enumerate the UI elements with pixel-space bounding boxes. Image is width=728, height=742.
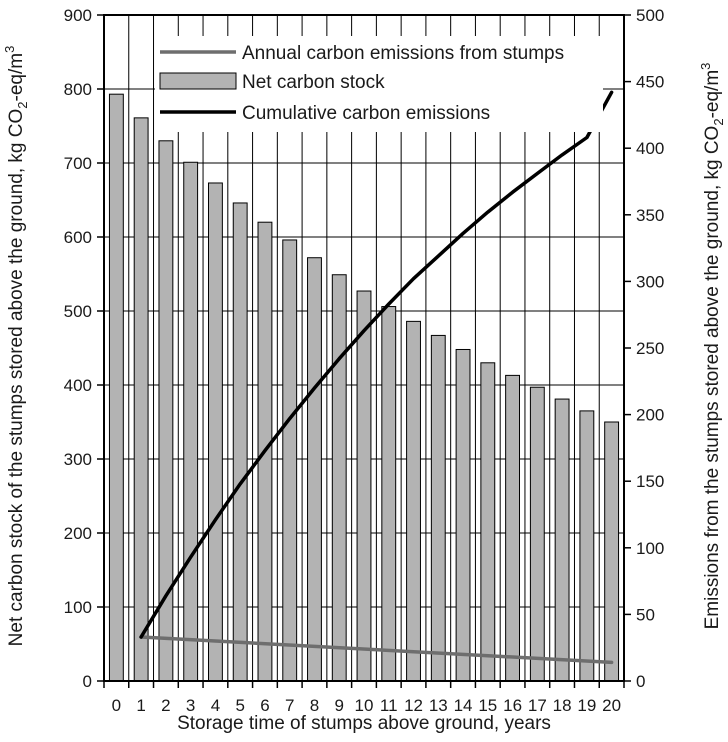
x-tick-label-18: 18 xyxy=(553,696,572,715)
bar-18 xyxy=(554,398,570,682)
x-tick-label-2: 2 xyxy=(161,696,170,715)
x-tick-label-8: 8 xyxy=(310,696,319,715)
legend-swatch-net xyxy=(159,72,237,90)
x-tick-label-11: 11 xyxy=(380,696,398,715)
x-tick-label-9: 9 xyxy=(335,696,344,715)
x-tick-label-3: 3 xyxy=(186,696,195,715)
bar-20 xyxy=(604,421,620,682)
bar-1 xyxy=(133,117,149,682)
lines xyxy=(139,90,614,665)
legend: Annual carbon emissions from stumps Net … xyxy=(155,36,603,132)
right-tick-label-0: 0 xyxy=(636,672,645,691)
bar-17 xyxy=(529,386,545,682)
left-tick-label-800: 800 xyxy=(64,80,92,99)
x-tick-label-7: 7 xyxy=(285,696,294,715)
x-tick-label-12: 12 xyxy=(404,696,423,715)
left-axis: 0 100 200 300 400 500 600 700 800 900 xyxy=(64,6,104,691)
x-tick-label-1: 1 xyxy=(136,696,145,715)
bar-7 xyxy=(282,239,298,682)
right-tick-label-300: 300 xyxy=(636,272,664,291)
bar-19 xyxy=(579,410,595,682)
right-tick-label-250: 250 xyxy=(636,339,664,358)
bar-3 xyxy=(183,161,199,682)
bar-2 xyxy=(158,140,174,682)
bar-16 xyxy=(505,374,521,682)
x-tick-label-0: 0 xyxy=(112,696,121,715)
x-tick-label-15: 15 xyxy=(478,696,497,715)
x-tick-label-20: 20 xyxy=(602,696,621,715)
right-axis-title: Emissions from the stumps stored above t… xyxy=(698,63,726,630)
x-tick-label-14: 14 xyxy=(454,696,473,715)
bar-8 xyxy=(307,257,322,682)
bar-9 xyxy=(331,274,347,682)
bar-12 xyxy=(406,320,421,682)
left-tick-label-100: 100 xyxy=(64,598,92,617)
x-tick-label-5: 5 xyxy=(235,696,244,715)
left-tick-label-600: 600 xyxy=(64,228,92,247)
left-tick-label-400: 400 xyxy=(64,376,92,395)
x-tick-label-6: 6 xyxy=(260,696,269,715)
bar-11 xyxy=(381,306,397,682)
bar-15 xyxy=(480,362,496,682)
bars xyxy=(108,93,620,682)
series-line-annual-emissions xyxy=(139,635,614,665)
bar-13 xyxy=(430,334,446,682)
x-tick-label-19: 19 xyxy=(577,696,596,715)
bar-5 xyxy=(232,202,248,682)
right-tick-label-350: 350 xyxy=(636,206,664,225)
right-tick-label-450: 450 xyxy=(636,73,664,92)
bar-0 xyxy=(108,93,124,682)
x-tick-label-17: 17 xyxy=(528,696,547,715)
right-tick-label-50: 50 xyxy=(636,605,655,624)
x-tick-label-16: 16 xyxy=(503,696,522,715)
legend-label-net: Net carbon stock xyxy=(242,72,385,93)
right-tick-label-100: 100 xyxy=(636,539,664,558)
bar-14 xyxy=(455,348,471,682)
x-tick-label-10: 10 xyxy=(355,696,374,715)
series-line-cumulative-emissions xyxy=(139,90,614,639)
x-tick-label-13: 13 xyxy=(429,696,448,715)
left-tick-label-300: 300 xyxy=(64,450,92,469)
right-tick-label-400: 400 xyxy=(636,139,664,158)
left-tick-label-500: 500 xyxy=(64,302,92,321)
right-tick-label-200: 200 xyxy=(636,406,664,425)
legend-label-annual: Annual carbon emissions from stumps xyxy=(242,43,564,64)
left-tick-label-0: 0 xyxy=(83,672,92,691)
x-axis: 0 1 2 3 4 5 6 7 8 9 10 11 12 13 14 15 16 17 18 19 20 xyxy=(103,681,625,715)
left-tick-label-200: 200 xyxy=(64,524,92,543)
bar-10 xyxy=(356,290,372,682)
bar-4 xyxy=(207,182,223,682)
left-tick-label-900: 900 xyxy=(64,6,92,25)
right-tick-label-500: 500 xyxy=(636,6,664,25)
right-axis: 0 50 100 150 200 250 300 350 400 450 500 xyxy=(624,6,664,691)
right-tick-label-150: 150 xyxy=(636,472,664,491)
x-axis-title: Storage time of stumps above ground, yea… xyxy=(177,713,551,734)
x-tick-label-4: 4 xyxy=(211,696,220,715)
left-tick-label-700: 700 xyxy=(64,154,92,173)
legend-label-cumulative: Cumulative carbon emissions xyxy=(242,103,490,124)
left-axis-title: Net carbon stock of the stumps stored ab… xyxy=(2,46,30,647)
